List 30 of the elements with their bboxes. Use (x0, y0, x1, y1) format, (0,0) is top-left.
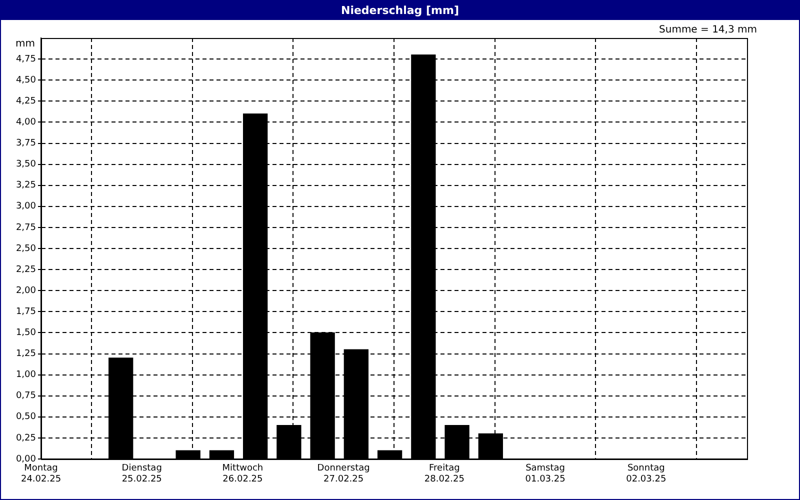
y-axis-title: mm (16, 38, 35, 50)
x-tick-label: Montag 24.02.25 (20, 464, 62, 485)
x-tick-label: Samstag 01.03.25 (525, 464, 566, 485)
y-tick-label: 1,50 (16, 328, 36, 338)
y-tick-label: 3,25 (16, 180, 36, 191)
x-tick-label: Donnerstag 27.02.25 (317, 464, 370, 485)
y-tick-label: 0,75 (16, 391, 36, 402)
y-tick-label: 1,75 (16, 306, 36, 317)
y-tick-label: 2,25 (16, 264, 36, 275)
y-tick-label: 4,75 (16, 54, 36, 64)
y-tick-label: 0,00 (16, 454, 36, 464)
y-tick-label: 1,25 (16, 349, 36, 360)
y-tick-label: 4,50 (16, 75, 36, 86)
x-tick-label: Dienstag 25.02.25 (122, 464, 162, 485)
y-tick-label: 3,50 (16, 160, 36, 170)
y-tick-label: 1,00 (16, 370, 36, 380)
text: Summe = 14,3 mm (659, 24, 757, 36)
y-tick-label: 3,00 (16, 202, 36, 212)
y-tick-label: 0,50 (16, 412, 36, 422)
y-tick-label: 2,75 (16, 222, 36, 233)
y-tick-label: 2,50 (16, 244, 36, 254)
y-tick-label: 4,00 (16, 118, 36, 128)
y-tick-label: 2,00 (16, 286, 36, 296)
x-tick-label: Freitag 28.02.25 (424, 464, 464, 485)
chart-title: Niederschlag [mm] (1, 1, 799, 20)
y-tick-label: 0,25 (16, 433, 36, 444)
y-tick-label: 4,25 (16, 96, 36, 106)
x-tick-label: Sonntag 02.03.25 (626, 464, 666, 485)
y-tick-label: 3,75 (16, 138, 36, 149)
x-tick-label: Mittwoch 26.02.25 (222, 464, 264, 485)
